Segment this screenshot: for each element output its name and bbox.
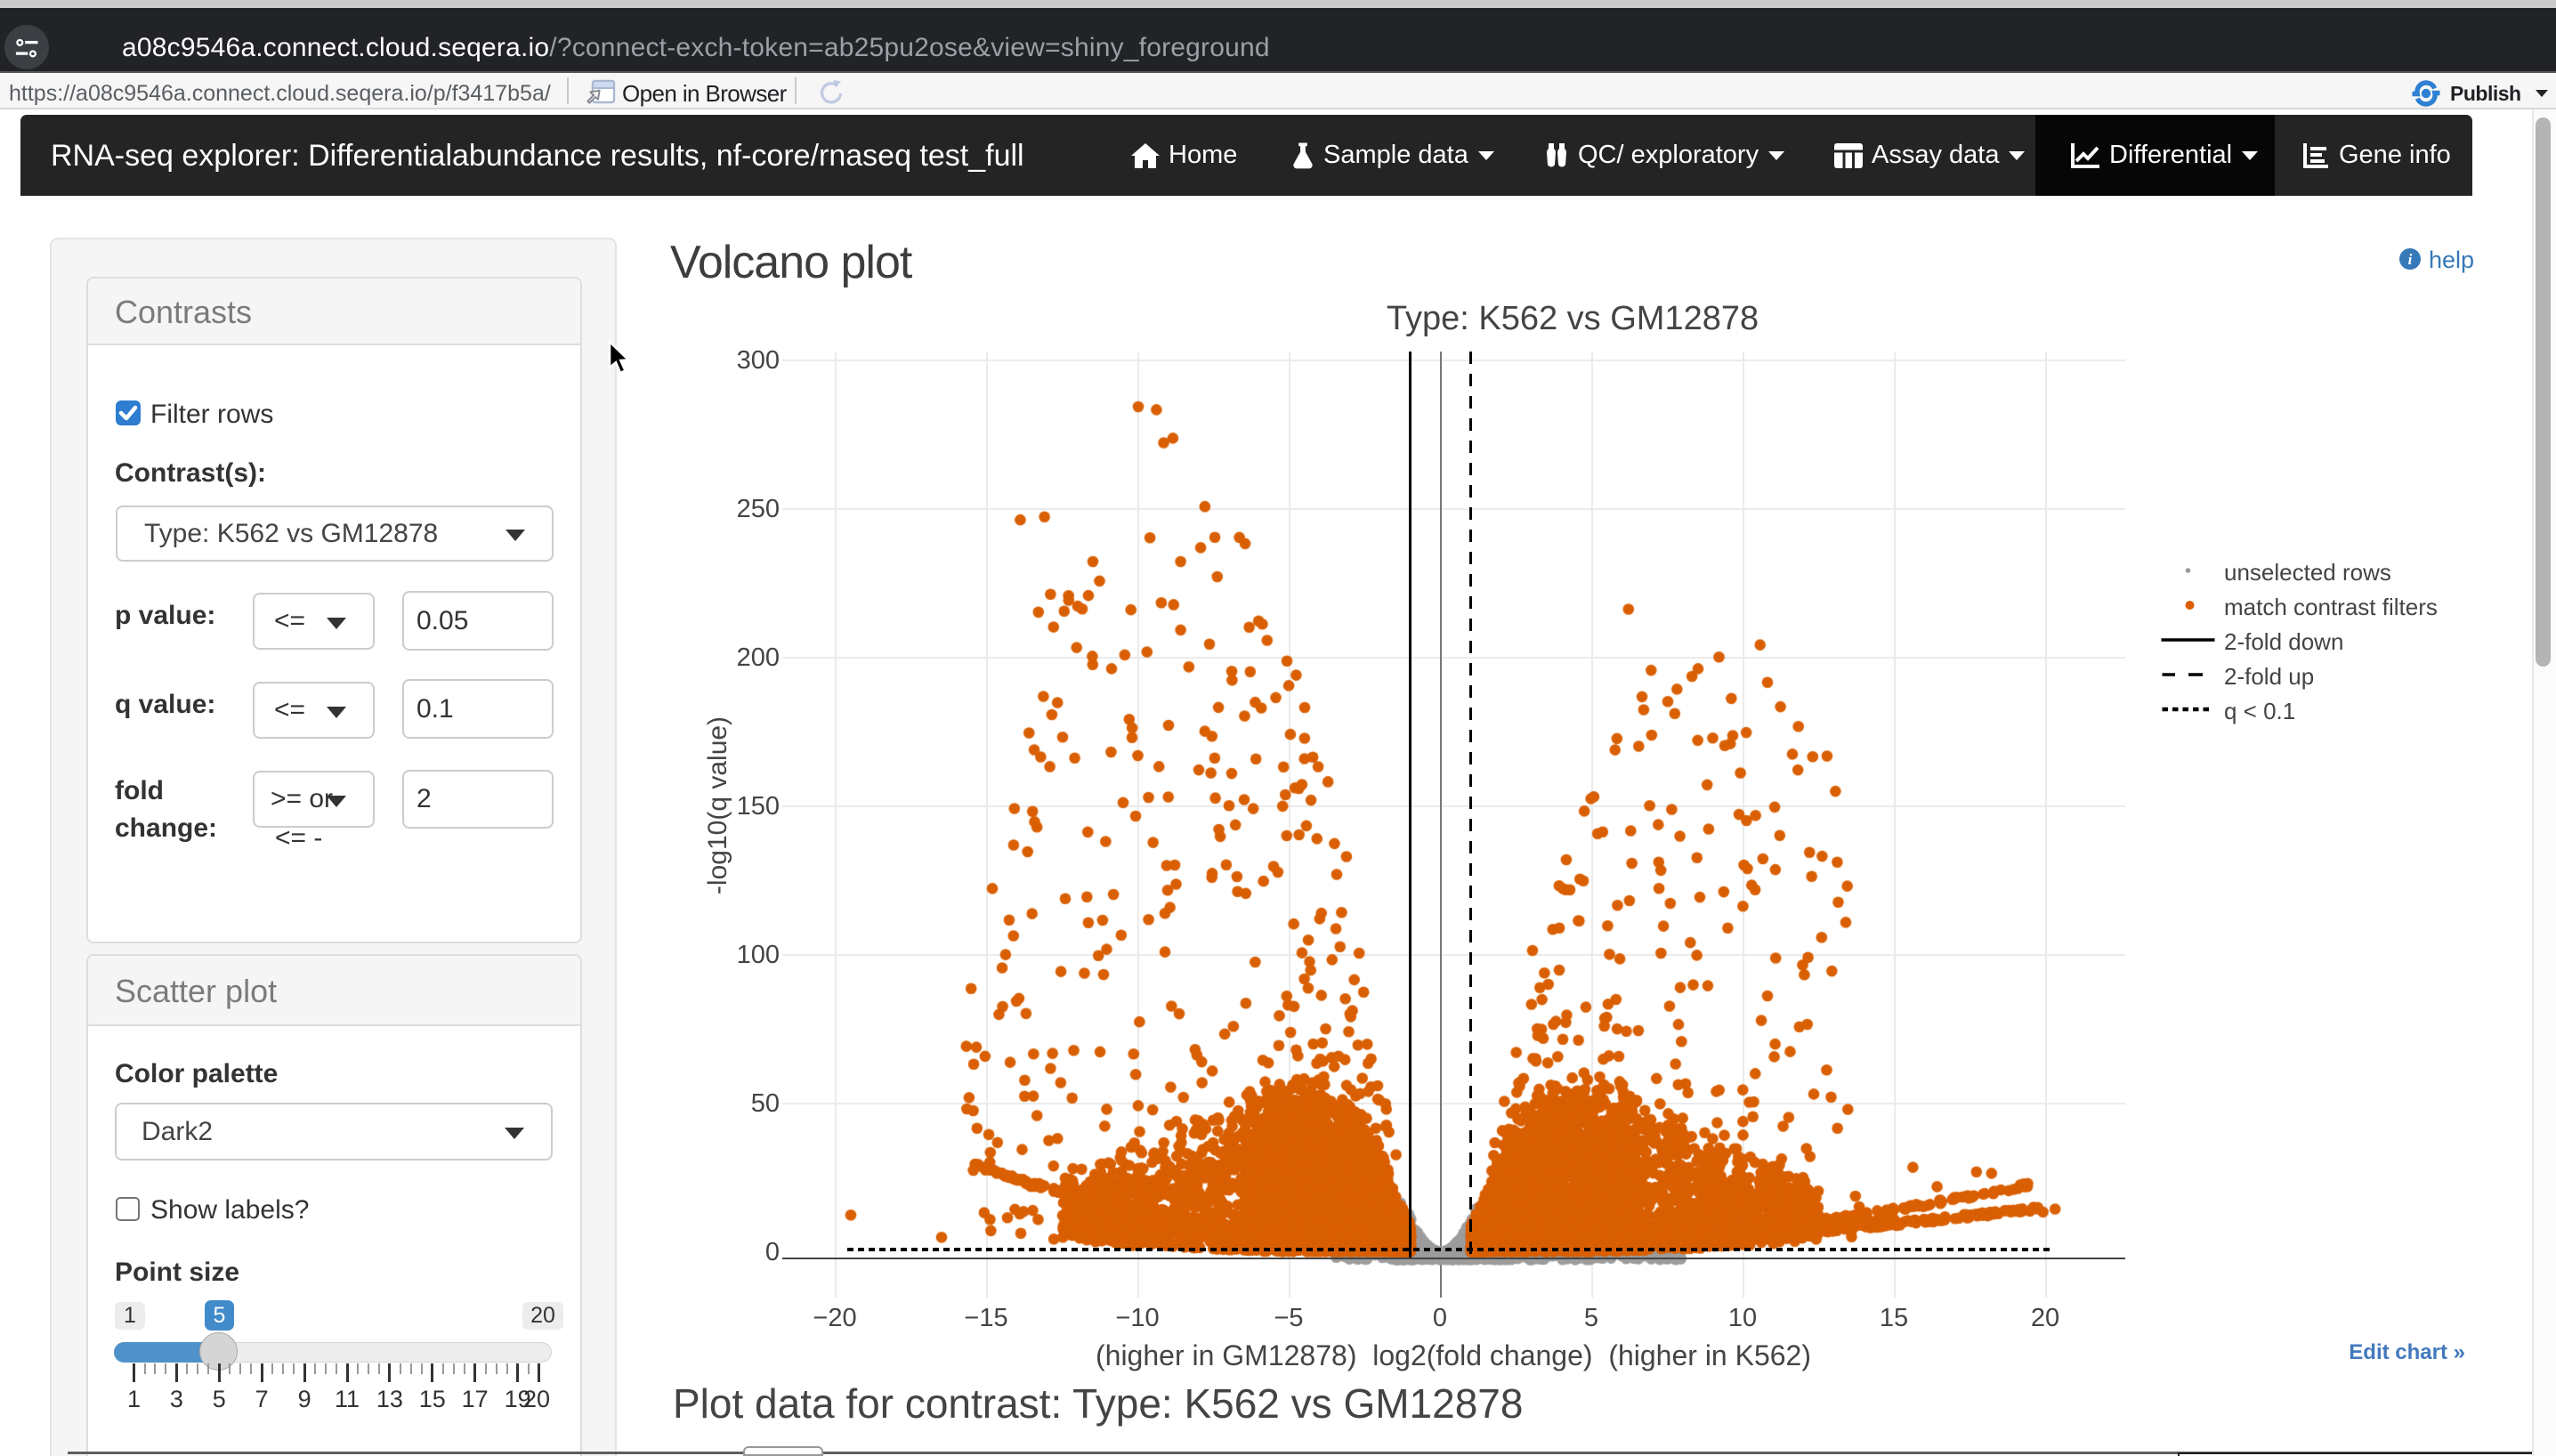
svg-text:i: i bbox=[2408, 251, 2413, 268]
